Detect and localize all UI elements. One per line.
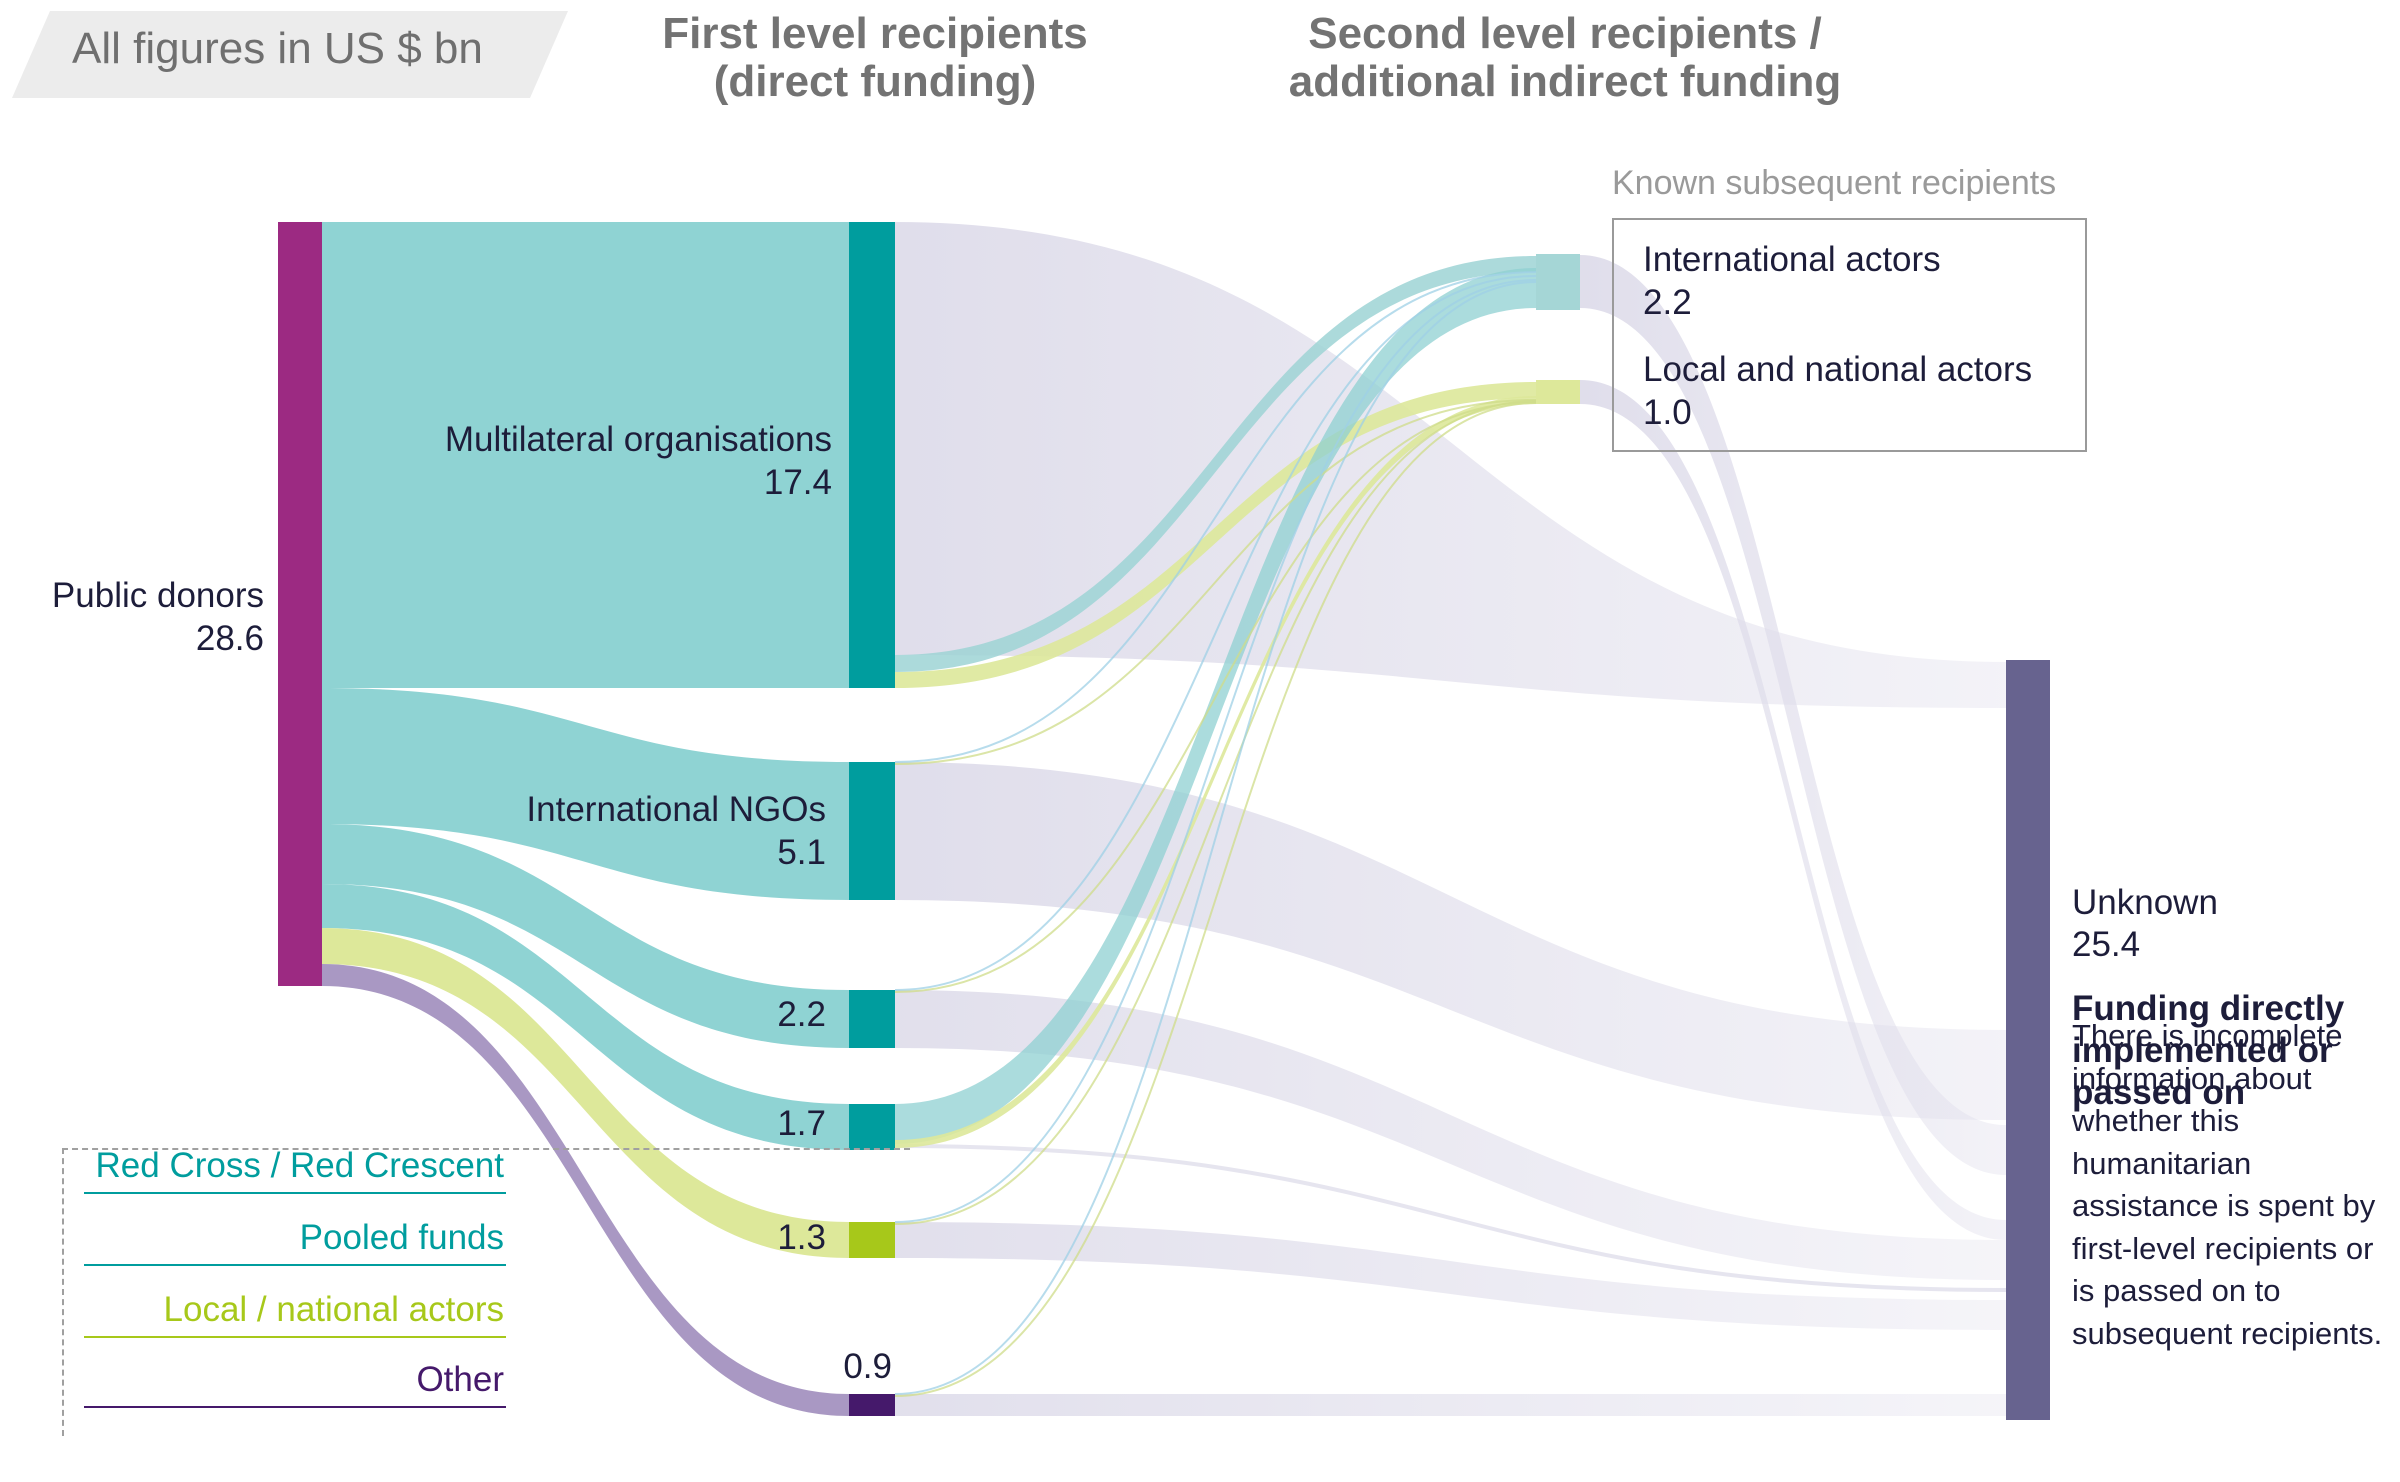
flow-pooled-unknown <box>894 1144 2007 1292</box>
flow-redcross-intl <box>894 275 1537 991</box>
flow-redcross-lna <box>894 401 1537 993</box>
flow-redcross-unknown <box>895 990 2006 1280</box>
units-tag: All figures in US $ bn <box>72 24 483 73</box>
pooled-funds-value: 1.7 <box>777 1104 826 1143</box>
second-level-title-line1: Second level recipients / <box>1308 9 1822 58</box>
international-actors-value: 2.2 <box>1643 283 1692 322</box>
node-public-donors <box>278 222 322 986</box>
flow-local-intl <box>894 279 1537 1223</box>
node-multilateral <box>849 222 895 688</box>
unknown-value: 25.4 <box>2072 925 2141 964</box>
legend-red-cross: Red Cross / Red Crescent <box>95 1146 504 1185</box>
node-local-national <box>849 1222 895 1258</box>
international-ngos-label: International NGOs 5.1 <box>526 788 826 874</box>
flow-other-intl <box>894 281 1537 1395</box>
flow-ingo-unknown <box>895 762 2006 1120</box>
node-international-ngos <box>849 762 895 900</box>
flow-ingo-intl <box>894 271 1537 763</box>
public-donors-name: Public donors <box>51 576 264 615</box>
international-actors-name: International actors <box>1643 240 1941 279</box>
flow-multilateral-intl <box>895 256 1536 672</box>
legend-local-national-line <box>84 1336 506 1338</box>
node-international-actors <box>1536 254 1580 310</box>
flow-donors-other <box>322 964 849 1416</box>
units-tag-background <box>12 11 568 98</box>
flow-donors-pooled <box>322 884 849 1150</box>
flow-other-unknown <box>895 1394 2006 1416</box>
legend-other: Other <box>416 1360 504 1399</box>
unknown-label: Unknown 25.4 Funding directly implemente… <box>2072 882 2372 1114</box>
node-unknown <box>2006 660 2050 1420</box>
node-other <box>849 1394 895 1416</box>
legend-red-cross-line <box>84 1192 506 1194</box>
local-national-actors-label: Local and national actors 1.0 <box>1643 348 2032 434</box>
flow-donors-local <box>322 928 849 1258</box>
flow-other-lna <box>894 402 1537 1397</box>
known-recipients-title: Known subsequent recipients <box>1612 164 2057 202</box>
second-level-title: Second level recipients / additional ind… <box>1250 10 1880 106</box>
flow-pooled-lna <box>895 396 1536 1148</box>
first-level-title-line1: First level recipients <box>662 9 1088 58</box>
flow-donors-multilateral <box>322 222 849 688</box>
unknown-name: Unknown <box>2072 883 2218 922</box>
flow-local-lna <box>894 400 1537 1225</box>
local-national-actors-value: 1.0 <box>1643 393 1692 432</box>
flow-local-unknown <box>895 1222 2006 1330</box>
legend-local-national: Local / national actors <box>163 1290 504 1329</box>
flow-multilateral-lna <box>895 382 1536 688</box>
local-national-actors-name: Local and national actors <box>1643 350 2033 389</box>
multilateral-value: 17.4 <box>763 463 832 502</box>
second-level-title-line2: additional indirect funding <box>1288 57 1842 106</box>
red-cross-value: 2.2 <box>777 995 826 1034</box>
unknown-subtitle: Funding directly implemented or passed o… <box>2072 989 2345 1112</box>
legend-other-line <box>84 1406 506 1408</box>
first-level-title: First level recipients (direct funding) <box>650 10 1100 106</box>
public-donors-label: Public donors 28.6 <box>52 574 264 660</box>
international-ngos-value: 5.1 <box>777 833 826 872</box>
legend-pooled-funds: Pooled funds <box>299 1218 504 1257</box>
flow-intl-unknown <box>1580 255 2006 1175</box>
flow-multilateral-unknown <box>895 222 2006 708</box>
unknown-note: There is incomplete information about wh… <box>2072 1018 2383 1351</box>
flow-donors-redcross <box>322 824 849 1048</box>
node-red-cross <box>849 990 895 1048</box>
node-local-national-actors <box>1536 380 1580 404</box>
international-ngos-name: International NGOs <box>526 790 826 829</box>
multilateral-label: Multilateral organisations 17.4 <box>445 418 832 504</box>
first-level-title-line2: (direct funding) <box>713 57 1037 106</box>
public-donors-value: 28.6 <box>195 619 264 658</box>
flow-donors-ingo <box>322 688 849 900</box>
legend-box <box>62 1148 910 1436</box>
flow-pooled-intl <box>895 268 1536 1144</box>
node-pooled-funds <box>849 1104 895 1150</box>
flow-lna-unknown <box>1580 380 2006 1240</box>
international-actors-label: International actors 2.2 <box>1643 238 1941 324</box>
multilateral-name: Multilateral organisations <box>444 420 832 459</box>
local-national-value: 1.3 <box>777 1218 826 1257</box>
flow-ingo-lna <box>894 399 1537 765</box>
legend-pooled-funds-line <box>84 1264 506 1266</box>
known-recipients-box <box>1612 218 2087 452</box>
other-value: 0.9 <box>843 1347 892 1386</box>
